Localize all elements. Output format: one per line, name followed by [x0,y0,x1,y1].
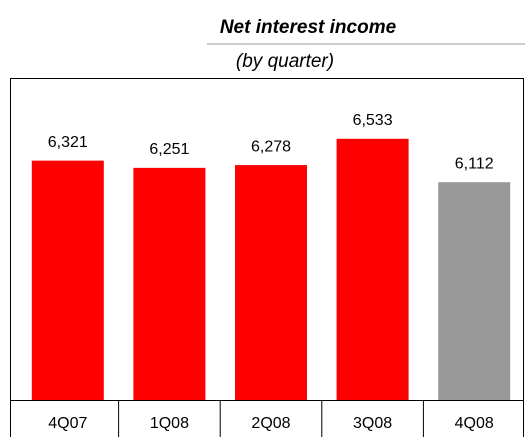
data-label: 6,251 [149,141,189,158]
data-label: 6,533 [353,112,393,129]
bar [438,182,511,400]
data-label: 6,321 [48,134,88,151]
bar [235,165,307,400]
chart-title: Net interest income [220,17,397,38]
x-tick-label: 4Q07 [48,415,87,432]
x-tick-label: 4Q08 [455,415,494,432]
x-tick-label: 3Q08 [353,415,392,432]
x-tick-label: 1Q08 [150,415,189,432]
x-tick-label: 2Q08 [251,415,290,432]
bar [133,167,206,400]
bar [336,138,409,401]
bar [31,160,104,400]
chart-subtitle: (by quarter) [236,51,334,72]
data-label: 6,278 [251,138,291,155]
data-label: 6,112 [455,155,494,172]
